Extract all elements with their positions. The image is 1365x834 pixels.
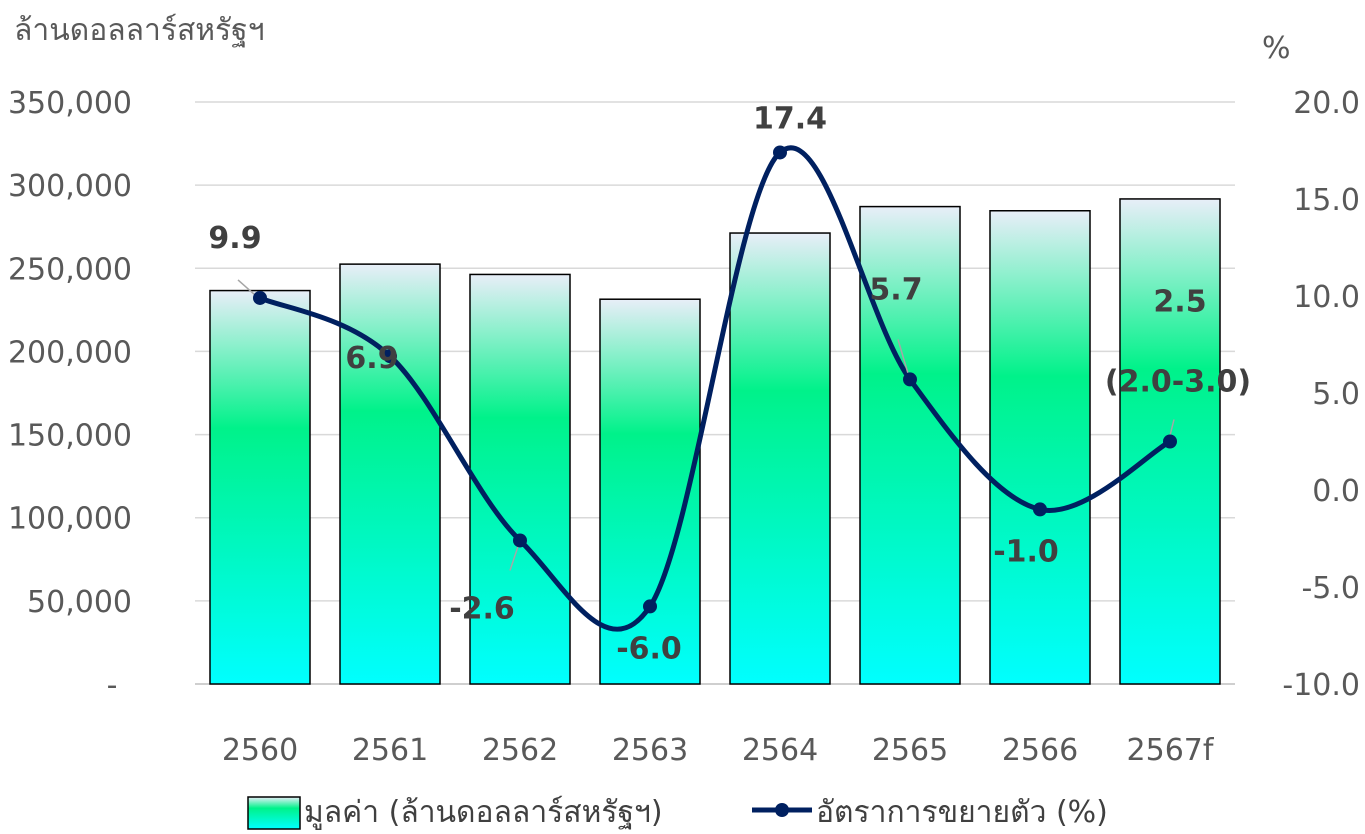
right-tick-label: 10.0 xyxy=(1293,280,1360,315)
x-tick-label: 2563 xyxy=(612,733,688,768)
x-axis-ticks: 2560 2561 2562 2563 2564 2565 2566 2567f xyxy=(222,733,1215,768)
growth-data-label: 17.4 xyxy=(753,101,827,136)
right-tick-label: 0.0 xyxy=(1312,474,1360,509)
line-point xyxy=(1163,434,1177,449)
bar-series xyxy=(209,198,1221,685)
line-point xyxy=(773,145,787,160)
left-tick-label: 250,000 xyxy=(8,252,132,287)
line-point xyxy=(383,349,397,364)
bar xyxy=(729,232,831,685)
x-tick-label: 2562 xyxy=(482,733,558,768)
growth-data-label: -1.0 xyxy=(993,534,1059,569)
legend-bar-label: มูลค่า (ล้านดอลลาร์สหรัฐฯ) xyxy=(304,795,663,830)
left-tick-label: 100,000 xyxy=(8,502,132,537)
label-leader xyxy=(509,546,519,571)
y-right-axis-title: % xyxy=(1262,31,1291,66)
right-axis-ticks: -10.0 -5.0 0.0 5.0 10.0 15.0 20.0 xyxy=(1282,86,1360,703)
x-tick-label: 2560 xyxy=(222,733,298,768)
right-tick-label: 20.0 xyxy=(1293,86,1360,121)
growth-data-label: 5.7 xyxy=(869,272,922,307)
legend-bar-swatch xyxy=(247,796,301,830)
bar xyxy=(469,273,571,685)
left-axis-ticks: - 50,000 100,000 150,000 200,000 250,000 300,0… xyxy=(8,86,132,703)
growth-data-label: 6.9 xyxy=(345,341,398,376)
right-tick-label: -10.0 xyxy=(1282,668,1360,703)
left-tick-label: 200,000 xyxy=(8,335,132,370)
forecast-range-label: (2.0-3.0) xyxy=(1105,365,1251,400)
line-series: 9.9 6.9 -2.6 -6.0 17.4 5.7 -1.0 2.5 (2.0-3.0) xyxy=(208,101,1251,666)
left-tick-label: 50,000 xyxy=(27,585,132,620)
line-point xyxy=(643,599,657,614)
growth-line xyxy=(257,145,1173,632)
growth-data-label: 9.9 xyxy=(208,221,261,256)
line-point xyxy=(903,372,917,387)
label-leader xyxy=(1169,419,1175,436)
x-tick-label: 2564 xyxy=(742,733,818,768)
bar xyxy=(599,298,701,685)
bar xyxy=(989,210,1091,685)
growth-data-label: 2.5 xyxy=(1153,285,1206,320)
label-leader xyxy=(237,279,257,297)
right-tick-label: 5.0 xyxy=(1312,377,1360,412)
legend: มูลค่า (ล้านดอลลาร์สหรัฐฯ) อัตราการขยายต… xyxy=(247,795,1108,830)
left-tick-label: 150,000 xyxy=(8,419,132,454)
line-point xyxy=(1033,502,1047,517)
right-tick-label: 15.0 xyxy=(1293,183,1360,218)
bar xyxy=(209,289,311,685)
x-tick-label: 2567f xyxy=(1127,733,1215,768)
x-tick-label: 2561 xyxy=(352,733,428,768)
bar xyxy=(859,205,961,685)
x-tick-label: 2566 xyxy=(1002,733,1078,768)
legend-line-marker xyxy=(775,803,789,817)
y-left-axis-title: ล้านดอลลาร์สหรัฐฯ xyxy=(14,13,265,48)
x-tick-label: 2565 xyxy=(872,733,948,768)
line-point xyxy=(253,290,267,305)
label-leader xyxy=(897,339,909,374)
left-tick-label: 300,000 xyxy=(8,169,132,204)
left-tick-label: - xyxy=(107,668,118,703)
growth-data-label: -2.6 xyxy=(449,591,515,626)
left-tick-label: 350,000 xyxy=(8,86,132,121)
line-point xyxy=(513,533,527,548)
bar xyxy=(339,263,441,685)
growth-data-label: -6.0 xyxy=(616,631,682,666)
legend-line-label: อัตราการขยายตัว (%) xyxy=(816,795,1108,830)
right-tick-label: -5.0 xyxy=(1301,571,1360,606)
